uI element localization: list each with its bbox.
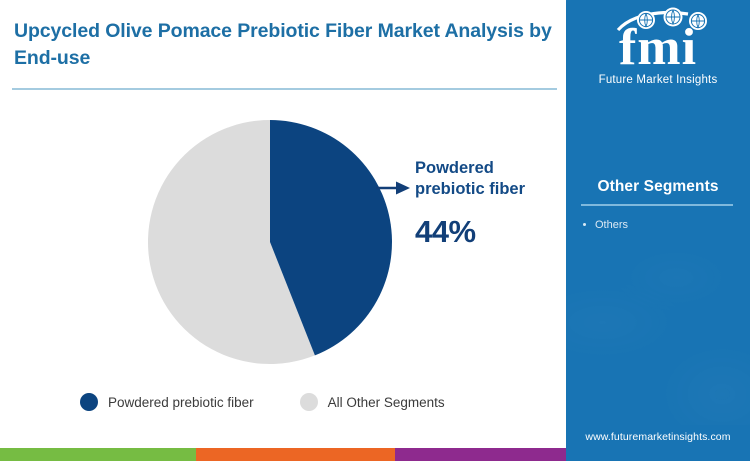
page-title: Upcycled Olive Pomace Prebiotic Fiber Ma…	[14, 20, 552, 69]
pie-chart	[147, 119, 393, 365]
callout-label: Powdered prebiotic fiber	[415, 159, 526, 198]
other-segments-underline	[581, 204, 733, 206]
legend-label: Powdered prebiotic fiber	[108, 394, 254, 410]
list-item[interactable]: Others	[583, 218, 733, 232]
other-segments-title: Other Segments	[597, 178, 719, 195]
main-panel: Upcycled Olive Pomace Prebiotic Fiber Ma…	[12, 20, 557, 411]
color-strip-green	[0, 448, 196, 461]
legend-item-all-other-segments[interactable]: All Other Segments	[299, 393, 445, 411]
footer-url: www.futuremarketinsights.com	[585, 430, 731, 443]
other-segments-list: Others	[583, 218, 733, 238]
pie-slice-all-other-segments[interactable]	[147, 120, 315, 364]
arrow-right-icon	[376, 181, 410, 195]
footer-url-box[interactable]: www.futuremarketinsights.com	[566, 425, 750, 448]
segment-label: Others	[595, 219, 629, 231]
logo-tagline: Future Market Insights	[598, 74, 718, 86]
legend-swatch-icon	[80, 393, 98, 411]
title-divider	[12, 88, 557, 90]
footer-color-strip	[0, 448, 750, 461]
color-strip-purple	[395, 448, 566, 461]
fmi-logo-icon: fmi	[616, 7, 707, 72]
pie-slice-powdered-prebiotic-fiber[interactable]	[270, 120, 392, 356]
color-strip-blue	[566, 448, 750, 461]
fmi-logo[interactable]: fmi Future Market Insights	[566, 6, 750, 98]
legend-label: All Other Segments	[327, 394, 445, 410]
callout-value: 44%	[415, 214, 476, 249]
color-strip-orange	[196, 448, 395, 461]
svg-text:fmi: fmi	[619, 19, 697, 72]
pie-chart-svg	[147, 120, 392, 364]
legend-swatch-icon	[299, 393, 318, 411]
chart-legend: Powdered prebiotic fiber All Other Segme…	[80, 393, 445, 411]
bullet-icon	[583, 223, 586, 226]
legend-item-powdered-prebiotic-fiber[interactable]: Powdered prebiotic fiber	[80, 393, 254, 411]
